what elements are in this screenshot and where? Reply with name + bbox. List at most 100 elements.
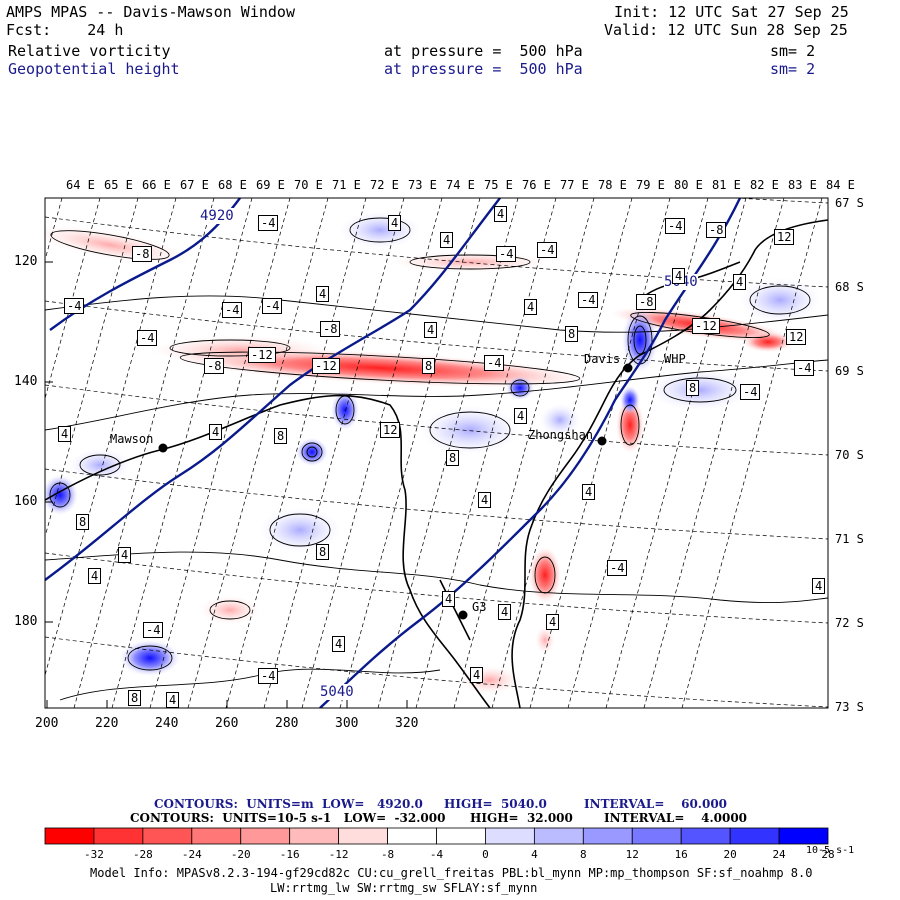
station-label-davis: Davis <box>584 352 621 366</box>
y-tick-label: 160 <box>14 494 38 509</box>
colorbar-tick-label: 16 <box>675 848 688 861</box>
vorticity-contour-label: 8 <box>76 514 90 530</box>
vorticity-contour-label: 8 <box>422 358 436 374</box>
colorbar-tick-label: 0 <box>482 848 489 861</box>
vorticity-contour-label: -4 <box>740 384 761 400</box>
vorticity-contour-label: 4 <box>316 286 330 302</box>
vorticity-contour-label: -8 <box>636 294 657 310</box>
vorticity-contour-label: 4 <box>498 604 512 620</box>
colorbar-swatch <box>680 827 731 845</box>
vorticity-contour-label: -8 <box>706 222 727 238</box>
vorticity-contour-label: -4 <box>665 218 686 234</box>
top-lon-label: 78 E <box>598 178 627 192</box>
vorticity-contour-label: 4 <box>478 492 492 508</box>
vorticity-contour-label: -4 <box>137 330 158 346</box>
vorticity-contour-label: 4 <box>733 274 747 290</box>
vorticity-contour-high: HIGH= 32.000 <box>470 811 573 825</box>
vorticity-contour-label: -4 <box>607 560 628 576</box>
vorticity-contour-label: 4 <box>494 206 508 222</box>
model-info-line1: Model Info: MPASv8.2.3-194-gf29cd82c CU:… <box>90 866 813 880</box>
height-contour-interval: INTERVAL= 60.000 <box>584 797 728 811</box>
vorticity-contour-label: 4 <box>424 322 438 338</box>
colorbar-swatch <box>485 827 535 845</box>
field1-level: at pressure = 500 hPa <box>384 42 583 60</box>
graticule <box>45 198 828 708</box>
right-lat-label: 67 S <box>835 196 864 210</box>
right-lat-label: 73 S <box>835 700 864 714</box>
x-tick-label: 320 <box>395 716 419 731</box>
x-tick-label: 280 <box>275 716 299 731</box>
colorbar-tick-label: 24 <box>772 848 786 861</box>
vorticity-contour-label: -4 <box>258 215 279 231</box>
field2-sm: sm= 2 <box>770 60 816 78</box>
colorbar-swatch <box>387 827 437 845</box>
map-title: AMPS MPAS -- Davis-Mawson Window <box>6 3 295 21</box>
vorticity-contour-label: 4 <box>582 484 596 500</box>
colorbar-swatch <box>191 827 242 845</box>
station-dot-g3 <box>458 610 468 620</box>
colorbar-swatch <box>338 827 388 845</box>
height-label-4920: 4920 <box>200 208 234 224</box>
colorbar-swatch <box>93 827 144 845</box>
vorticity-contour-label: -4 <box>258 668 279 684</box>
right-lat-label: 72 S <box>835 616 864 630</box>
vorticity-contour-label: -4 <box>64 298 85 314</box>
vorticity-contour-label: 8 <box>565 326 579 342</box>
station-label-zhongshan: Zhongshan <box>528 428 594 442</box>
vorticity-contour-label: 8 <box>686 380 700 396</box>
vorticity-contour-label: 4 <box>812 578 826 594</box>
station-markers <box>158 363 633 620</box>
colorbar-swatch <box>631 827 682 845</box>
x-tick-label: 260 <box>215 716 239 731</box>
top-lon-label: 83 E <box>788 178 817 192</box>
vorticity-contour-info: CONTOURS: UNITS=10-5 s-1 LOW= -32.000 <box>130 811 446 825</box>
colorbar-swatch <box>240 827 291 845</box>
vorticity-contour-label: 4 <box>440 232 454 248</box>
vorticity-contour-label: 4 <box>524 299 538 315</box>
field1-name: Relative vorticity <box>8 42 171 60</box>
vorticity-contour-label: 4 <box>514 408 528 424</box>
colorbar-tick-label: -4 <box>430 848 444 861</box>
vorticity-contour-label: -8 <box>132 246 153 262</box>
vorticity-contour-label: -12 <box>692 318 720 334</box>
vorticity-contour-label: 4 <box>672 268 686 284</box>
vorticity-contour-label: 4 <box>88 568 102 584</box>
vorticity-contour-label: 4 <box>546 614 560 630</box>
station-label-whp: WHP <box>664 352 686 366</box>
valid-time: Valid: 12 UTC Sun 28 Sep 25 <box>604 21 848 39</box>
vorticity-contour-label: -8 <box>320 321 341 337</box>
top-lon-label: 84 E <box>826 178 855 192</box>
colorbar-tick-label: 12 <box>626 848 639 861</box>
top-lon-label: 70 E <box>294 178 323 192</box>
colorbar-swatch <box>142 827 193 845</box>
field2-name: Geopotential height <box>8 60 180 78</box>
y-tick-label: 120 <box>14 254 38 269</box>
vorticity-contour-label: 4 <box>470 667 484 683</box>
vorticity-contour-label: -12 <box>248 347 276 363</box>
colorbar-tick-label: -32 <box>84 848 104 861</box>
y-tick-label: 180 <box>14 614 38 629</box>
forecast-hour: Fcst: 24 h <box>6 21 124 39</box>
colorbar-swatch <box>778 827 829 845</box>
top-lon-label: 76 E <box>522 178 551 192</box>
x-tick-label: 300 <box>335 716 359 731</box>
colorbar: -32 -28 -24 -20 -16 -12 -8 -4 0 4 8 12 16 20 24 28 <box>44 827 835 861</box>
vorticity-contour-label: -4 <box>143 622 164 638</box>
top-lon-label: 67 E <box>180 178 209 192</box>
vorticity-contour-label: 4 <box>209 424 223 440</box>
top-lon-label: 72 E <box>370 178 399 192</box>
vorticity-contour-label: -4 <box>794 360 815 376</box>
height-contour-info: CONTOURS: UNITS=m LOW= 4920.0 <box>154 797 423 811</box>
y-tick-label: 140 <box>14 374 38 389</box>
vorticity-contour-label: -4 <box>537 242 558 258</box>
colorbar-swatch <box>44 827 95 845</box>
vorticity-contour-label: -4 <box>222 302 243 318</box>
station-dot-davis <box>623 363 633 373</box>
colorbar-units: 10-5 s-1 <box>806 845 855 856</box>
colorbar-tick-label: 28 <box>821 848 834 861</box>
colorbar-tick-label: 8 <box>580 848 587 861</box>
top-lon-label: 66 E <box>142 178 171 192</box>
top-lon-label: 82 E <box>750 178 779 192</box>
field1-sm: sm= 2 <box>770 42 816 60</box>
